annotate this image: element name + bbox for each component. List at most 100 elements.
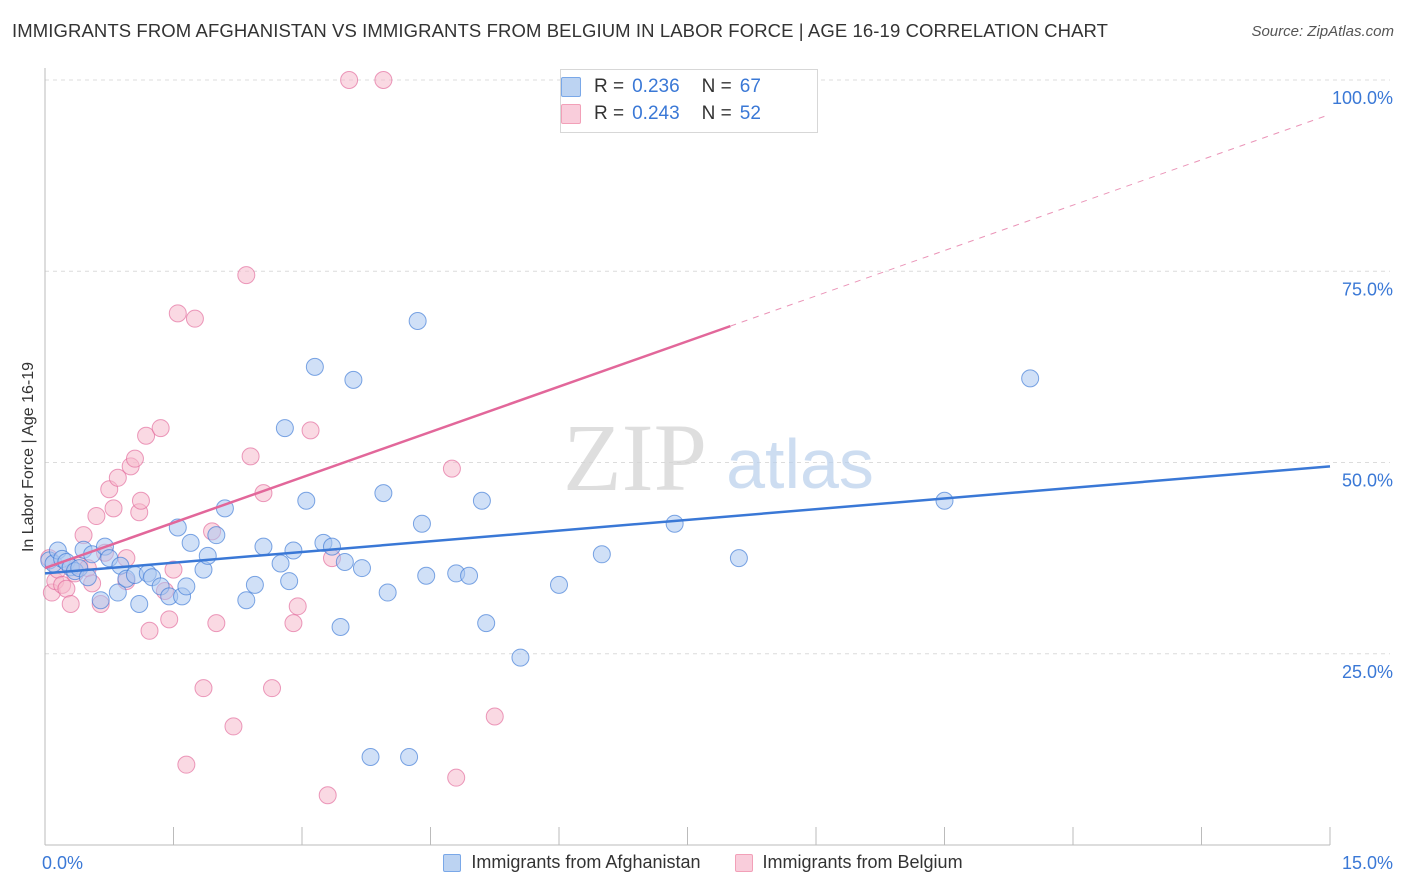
point-afghanistan [305, 357, 324, 376]
point-afghanistan [130, 595, 149, 614]
point-belgium [340, 71, 359, 89]
legend-label-afghanistan: Immigrants from Afghanistan [471, 852, 701, 872]
point-belgium [160, 610, 179, 629]
point-afghanistan [472, 491, 491, 510]
point-afghanistan [412, 514, 431, 533]
watermark-atlas: atlas [726, 425, 874, 503]
point-afghanistan [374, 484, 393, 503]
watermark-zip: ZIP [563, 404, 707, 511]
point-belgium [137, 426, 156, 445]
trend-line-belgium [44, 324, 731, 570]
legend-label-belgium: Immigrants from Belgium [762, 852, 963, 872]
r-value: 0.243 [632, 103, 680, 124]
point-belgium [241, 447, 260, 466]
y-tick-label: 25.0% [1342, 662, 1393, 682]
point-afghanistan [477, 614, 496, 633]
point-belgium [288, 597, 307, 616]
point-belgium [151, 419, 170, 438]
point-afghanistan [665, 514, 684, 533]
y-tick-label: 50.0% [1342, 471, 1393, 491]
legend-inset-row-belgium: R = 0.243 N = 52 [561, 101, 761, 127]
axes [44, 68, 1331, 846]
point-belgium [263, 679, 282, 698]
trend-lines [44, 113, 1331, 575]
point-belgium [140, 621, 159, 640]
point-belgium [301, 421, 320, 440]
point-afghanistan [275, 419, 294, 438]
point-afghanistan [108, 583, 127, 602]
point-afghanistan [378, 583, 397, 602]
point-afghanistan [511, 648, 530, 667]
point-afghanistan [1021, 369, 1040, 388]
point-afghanistan [592, 545, 611, 564]
point-belgium [164, 560, 183, 579]
trend-line-belgium-extension [730, 113, 1331, 327]
point-afghanistan [198, 546, 217, 565]
point-belgium [185, 309, 204, 328]
legend-bottom: Immigrants from Afghanistan Immigrants f… [0, 852, 1406, 873]
legend-swatch-belgium [734, 853, 753, 872]
point-belgium [131, 491, 150, 510]
point-afghanistan [297, 491, 316, 510]
point-afghanistan [550, 575, 568, 594]
point-afghanistan [207, 526, 226, 545]
point-afghanistan [417, 566, 436, 585]
point-belgium [61, 595, 80, 614]
point-afghanistan [322, 537, 341, 556]
tick-labels: 25.0% 50.0% 75.0% 100.0% 0.0% 15.0% [42, 88, 1393, 873]
point-afghanistan [729, 549, 748, 568]
trend-line-afghanistan [44, 465, 1331, 575]
point-afghanistan [408, 311, 427, 330]
x-tick-label-max: 15.0% [1342, 853, 1393, 873]
point-afghanistan [361, 748, 380, 767]
n-label: N = [701, 103, 732, 124]
point-belgium [374, 71, 393, 89]
point-afghanistan [335, 552, 354, 571]
grid-lines [45, 79, 1390, 655]
point-belgium [108, 468, 127, 487]
point-belgium [284, 614, 303, 633]
point-belgium [177, 755, 196, 774]
n-value: 52 [739, 103, 761, 124]
point-belgium [87, 507, 106, 526]
point-belgium [485, 707, 504, 726]
x-tick-label-min: 0.0% [42, 853, 83, 873]
point-afghanistan [352, 559, 371, 578]
point-belgium [104, 499, 123, 518]
n-value: 67 [739, 76, 761, 97]
point-afghanistan [177, 577, 196, 596]
point-afghanistan [245, 575, 264, 594]
legend-inset-swatch-belgium [561, 104, 581, 124]
legend-swatch-afghanistan [443, 853, 462, 872]
r-value: 0.236 [632, 76, 680, 97]
point-afghanistan [331, 617, 350, 636]
point-afghanistan [280, 572, 299, 591]
point-afghanistan [400, 748, 419, 767]
legend-item-afghanistan: Immigrants from Afghanistan [443, 852, 701, 873]
point-afghanistan [181, 533, 200, 552]
point-afghanistan [935, 491, 954, 510]
point-afghanistan [344, 370, 363, 389]
r-label: R = [594, 76, 625, 97]
source-label: Source: ZipAtlas.com [1251, 23, 1394, 40]
r-label: R = [594, 103, 625, 124]
point-belgium [224, 717, 243, 736]
point-belgium [237, 266, 256, 285]
legend-item-belgium: Immigrants from Belgium [734, 852, 963, 873]
chart-title: IMMIGRANTS FROM AFGHANISTAN VS IMMIGRANT… [12, 20, 1109, 41]
n-label: N = [701, 76, 732, 97]
point-afghanistan [460, 566, 479, 585]
point-belgium [125, 449, 144, 468]
point-afghanistan [237, 591, 256, 610]
legend-inset-swatch-afghanistan [561, 77, 581, 97]
point-afghanistan [284, 541, 303, 560]
point-afghanistan [254, 537, 273, 556]
point-belgium [447, 768, 466, 787]
watermark: ZIP atlas [563, 404, 874, 511]
series-afghanistan-points [40, 311, 1040, 767]
point-afghanistan [91, 591, 110, 610]
series-belgium-points [40, 71, 616, 805]
legend-inset: R = 0.236 N = 67 R = 0.243 N = 52 [560, 69, 818, 133]
point-belgium [168, 304, 187, 323]
